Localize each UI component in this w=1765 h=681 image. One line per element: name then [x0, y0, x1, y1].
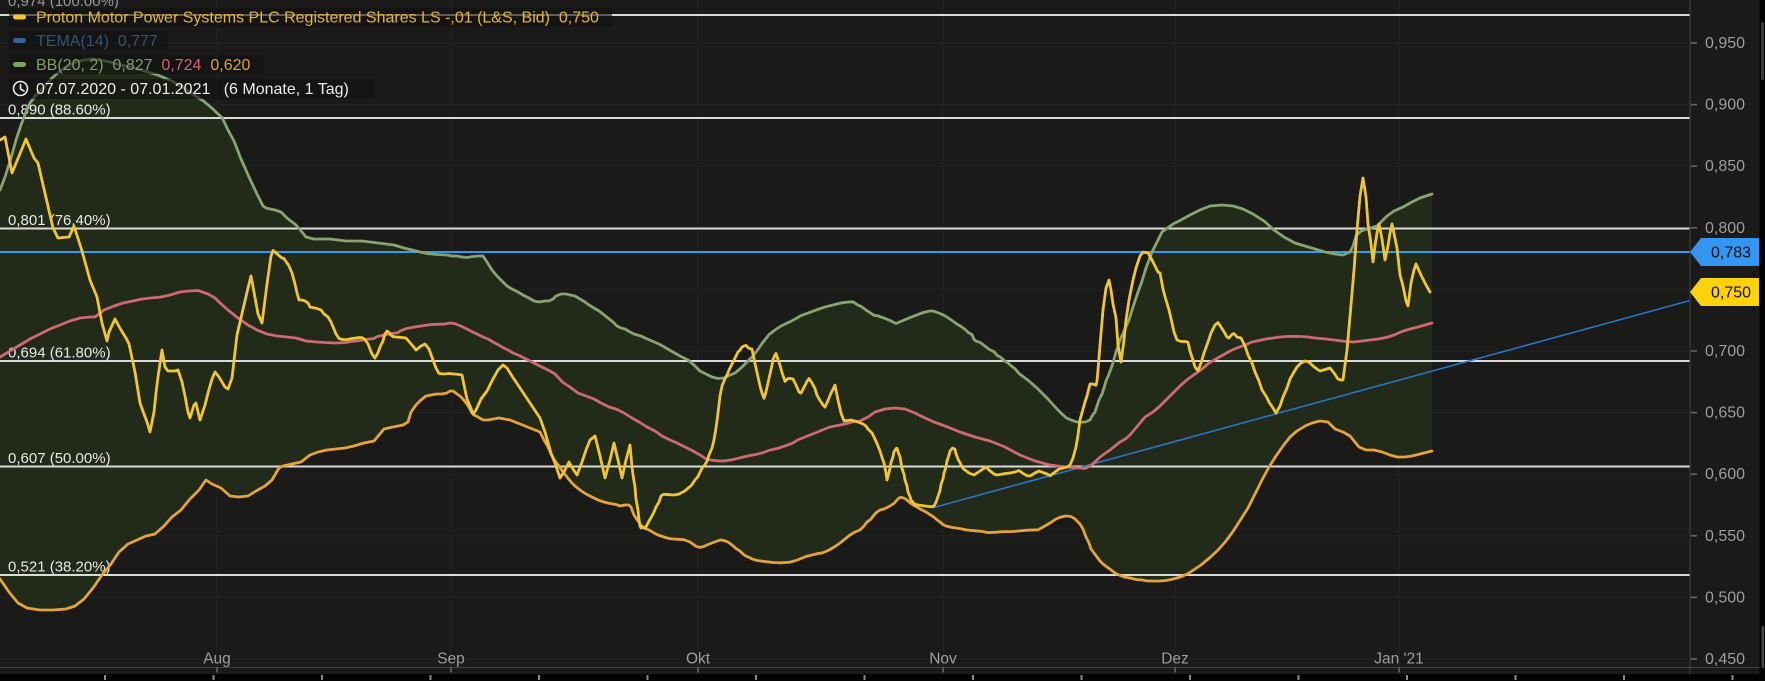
svg-text:0,783: 0,783	[1711, 245, 1751, 262]
svg-text:Aug: Aug	[203, 651, 231, 668]
svg-text:0,521 (38.20%): 0,521 (38.20%)	[8, 559, 111, 576]
svg-text:0,700: 0,700	[1705, 343, 1745, 360]
svg-text:0,850: 0,850	[1705, 158, 1745, 175]
svg-text:0,450: 0,450	[1705, 651, 1745, 668]
svg-text:0,550: 0,550	[1705, 528, 1745, 545]
svg-text:Nov: Nov	[929, 651, 957, 668]
svg-text:Dez: Dez	[1161, 651, 1189, 668]
svg-text:Sep: Sep	[437, 651, 465, 668]
svg-text:0,900: 0,900	[1705, 97, 1745, 114]
svg-text:0,750: 0,750	[1711, 285, 1751, 302]
svg-text:0,650: 0,650	[1705, 405, 1745, 422]
svg-text:0,607 (50.00%): 0,607 (50.00%)	[8, 450, 111, 467]
svg-text:0,600: 0,600	[1705, 466, 1745, 483]
svg-text:0,950: 0,950	[1705, 35, 1745, 52]
svg-text:TEMA(14) 0,777: TEMA(14) 0,777	[36, 33, 158, 50]
svg-text:Jan '21: Jan '21	[1374, 651, 1424, 668]
svg-text:0,801 (76.40%): 0,801 (76.40%)	[8, 212, 111, 229]
svg-text:0,694 (61.80%): 0,694 (61.80%)	[8, 345, 111, 362]
svg-text:0,890 (88.60%): 0,890 (88.60%)	[8, 102, 111, 119]
svg-text:Proton Motor Power Systems PLC: Proton Motor Power Systems PLC Registere…	[36, 10, 599, 27]
svg-text:0,500: 0,500	[1705, 589, 1745, 606]
svg-text:07.07.2020 - 07.01.2021 (6 M: 07.07.2020 - 07.01.2021 (6 Monate, 1 Tag…	[36, 81, 349, 98]
svg-text:BB(20, 2) 0,827 0,724 0,620: BB(20, 2) 0,827 0,724 0,620	[36, 57, 250, 74]
svg-text:0,974 (100.00%): 0,974 (100.00%)	[8, 0, 119, 10]
svg-text:0,800: 0,800	[1705, 220, 1745, 237]
svg-text:Okt: Okt	[686, 651, 711, 668]
